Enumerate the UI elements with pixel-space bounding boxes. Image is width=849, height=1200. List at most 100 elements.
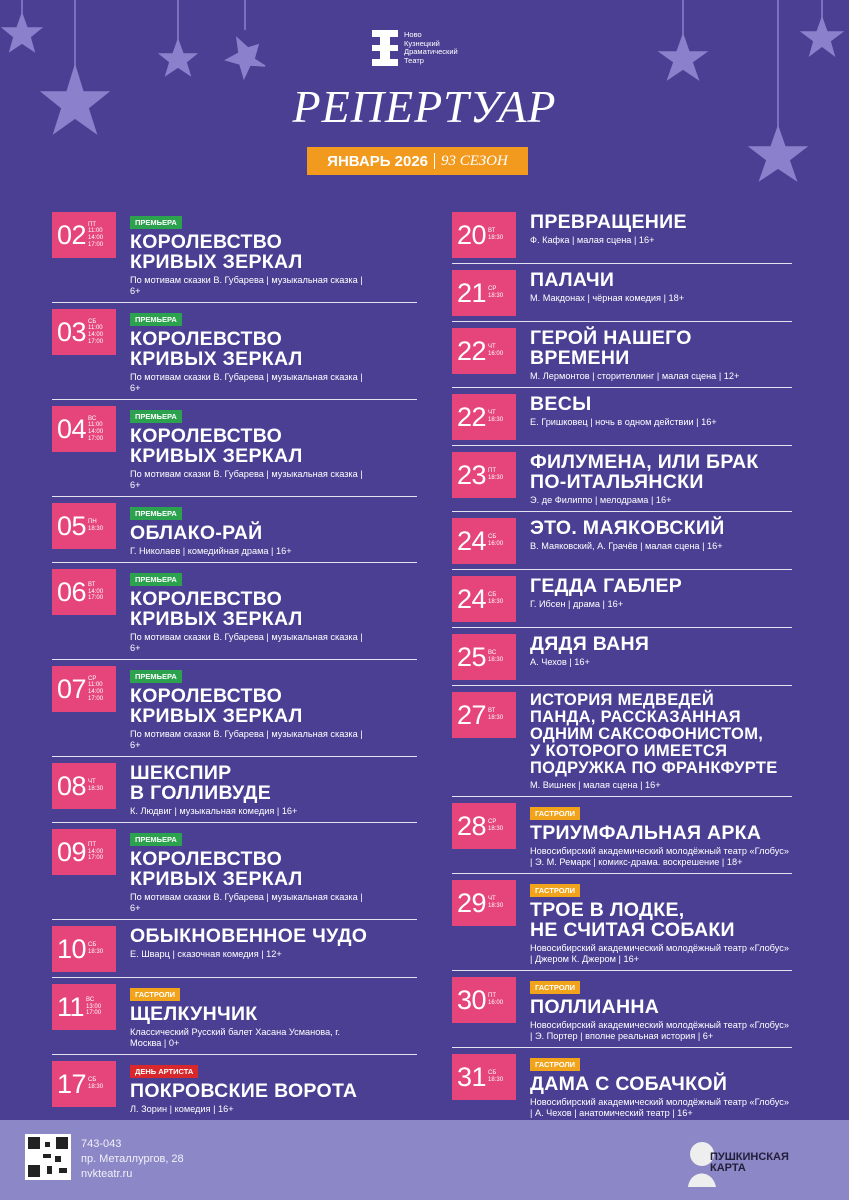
date-box: 22 ЧТ 16:00 bbox=[452, 328, 516, 374]
time: 14:00 bbox=[88, 689, 104, 695]
event-description: М. Макдонах | чёрная комедия | 18+ bbox=[530, 293, 685, 303]
event-title: ПОЛЛИАННА bbox=[530, 997, 792, 1017]
time: 18:30 bbox=[488, 657, 504, 663]
logo: Ново Кузнецкий Драматический Театр bbox=[372, 30, 458, 66]
title-line: КОРОЛЕВСТВО bbox=[130, 231, 283, 253]
event-info: ПРЕМЬЕРА ОБЛАКО-РАЙ Г. Николаев | комедийн… bbox=[130, 503, 417, 557]
event: 28 СР 18:30 ГАСТРОЛИ ТРИУМФАЛЬНАЯ АРКА Новоси… bbox=[452, 803, 792, 874]
event: 20 ВТ 18:30 ПРЕВРАЩЕНИЕ Ф. Кафка | малая сце… bbox=[452, 212, 792, 264]
tag: ГАСТРОЛИ bbox=[530, 884, 581, 897]
event-title: КОРОЛЕВСТВО КРИВЫХ ЗЕРКАЛ bbox=[130, 686, 417, 726]
date-meta: СБ 11:00 14:00 17:00 bbox=[88, 319, 103, 345]
date-box: 02 ПТ 11:00 14:00 17:00 bbox=[52, 212, 116, 258]
event: 05 ПН 18:30 ПРЕМЬЕРА ОБЛАКО-РАЙ Г. Николаев |… bbox=[52, 503, 417, 563]
date-box: 27 ВТ 18:30 bbox=[452, 692, 516, 738]
time: 17:00 bbox=[86, 1010, 102, 1017]
weekday: ЧТ bbox=[488, 896, 496, 903]
event-description: Е. Шварц | сказочная комедия | 12+ bbox=[130, 949, 282, 959]
time: 18:30 bbox=[488, 599, 504, 605]
weekday: ВТ bbox=[88, 582, 96, 589]
address: пр. Металлургов, 28 bbox=[81, 1153, 184, 1165]
event-info: ПРЕМЬЕРА КОРОЛЕВСТВО КРИВЫХ ЗЕРКАЛ По мотив… bbox=[130, 406, 417, 491]
date-meta: ЧТ 18:30 bbox=[488, 410, 503, 423]
event: 22 ЧТ 16:00 ГЕРОЙ НАШЕГО ВРЕМЕНИ М. Лермонтов… bbox=[452, 328, 792, 388]
time: 18:30 bbox=[488, 715, 504, 721]
date-meta: ПТ 14:00 17:00 bbox=[88, 842, 103, 862]
tag: ГАСТРОЛИ bbox=[130, 988, 181, 1001]
title-line: ВРЕМЕНИ bbox=[530, 347, 630, 369]
event-info: ГЕРОЙ НАШЕГО ВРЕМЕНИ М. Лермонтов | сторит… bbox=[530, 328, 792, 382]
event: 09 ПТ 14:00 17:00 ПРЕМЬЕРА КОРОЛЕВСТВО КРИВЫХ … bbox=[52, 829, 417, 920]
event-description: Г. Николаев | комедийная драма | 16+ bbox=[130, 546, 292, 556]
event-title: ДЯДЯ ВАНЯ bbox=[530, 634, 792, 654]
time: 17:00 bbox=[88, 595, 104, 602]
title-line: КОРОЛЕВСТВО bbox=[130, 328, 283, 350]
date-box: 24 СБ 18:30 bbox=[452, 576, 516, 622]
time: 17:00 bbox=[88, 855, 104, 862]
title-line: ПО-ИТАЛЬЯНСКИ bbox=[530, 471, 704, 493]
event-description: Э. де Филиппо | мелодрама | 16+ bbox=[530, 495, 672, 505]
day: 03 bbox=[57, 316, 87, 347]
logo-text: Ново Кузнецкий Драматический Театр bbox=[404, 30, 458, 65]
event: 25 ВС 18:30 ДЯДЯ ВАНЯ А. Чехов | 16+ bbox=[452, 634, 792, 686]
footer: 743-043 пр. Металлургов, 28 nvkteatr.ru … bbox=[0, 1120, 849, 1200]
title-line: У КОТОРОГО ИМЕЕТСЯ bbox=[530, 742, 728, 760]
time: 14:00 bbox=[88, 235, 104, 241]
title-line: ЭТО. МАЯКОВСКИЙ bbox=[530, 517, 725, 539]
event: 31 СБ 18:30 ГАСТРОЛИ ДАМА С СОБАЧКОЙ Новосиби… bbox=[452, 1054, 792, 1124]
date-box: 05 ПН 18:30 bbox=[52, 503, 116, 549]
date-box: 17 СБ 18:30 bbox=[52, 1061, 116, 1107]
event-title: ВЕСЫ bbox=[530, 394, 792, 414]
title-line: ШЕКСПИР bbox=[130, 762, 232, 784]
date-meta: ПН 18:30 bbox=[88, 519, 103, 532]
date-meta: СР 18:30 bbox=[488, 819, 503, 832]
event-description: Классический Русский балет Хасана Усмано… bbox=[130, 1027, 341, 1048]
date-box: 29 ЧТ 18:30 bbox=[452, 880, 516, 926]
month-badge: ЯНВАРЬ 2026 93 СЕЗОН bbox=[307, 147, 528, 175]
title-line: ИСТОРИЯ МЕДВЕДЕЙ bbox=[530, 691, 715, 709]
tag: ПРЕМЬЕРА bbox=[130, 410, 182, 423]
weekday: ВС bbox=[488, 650, 497, 657]
left-column: 02 ПТ 11:00 14:00 17:00 ПРЕМЬЕРА КОРОЛЕВСТВО КР… bbox=[52, 212, 417, 1184]
qr-code bbox=[25, 1134, 71, 1180]
event: 02 ПТ 11:00 14:00 17:00 ПРЕМЬЕРА КОРОЛЕВСТВО КР… bbox=[52, 212, 417, 303]
title-line: ВЕСЫ bbox=[530, 393, 592, 415]
event: 07 СР 11:00 14:00 17:00 ПРЕМЬЕРА КОРОЛЕВСТВО КР… bbox=[52, 666, 417, 757]
date-meta: ВС 11:00 14:00 17:00 bbox=[88, 416, 103, 442]
title-line: КРИВЫХ ЗЕРКАЛ bbox=[130, 445, 303, 467]
weekday: СР bbox=[488, 286, 497, 293]
title-line: ПОЛЛИАННА bbox=[530, 996, 660, 1018]
event: 03 СБ 11:00 14:00 17:00 ПРЕМЬЕРА КОРОЛЕВСТВО КР… bbox=[52, 309, 417, 400]
event-info: ПРЕВРАЩЕНИЕ Ф. Кафка | малая сцена | 16+ bbox=[530, 212, 792, 246]
event-info: ВЕСЫ Е. Гришковец | ночь в одном действии… bbox=[530, 394, 792, 428]
card-line: ПУШКИНСКАЯ bbox=[710, 1151, 789, 1163]
event-description: По мотивам сказки В. Губарева | музыкаль… bbox=[130, 632, 363, 653]
season: 93 СЕЗОН bbox=[441, 152, 508, 169]
tag: ДЕНЬ АРТИСТА bbox=[130, 1065, 199, 1078]
date-meta: ЧТ 18:30 bbox=[488, 896, 503, 909]
day: 05 bbox=[57, 510, 87, 541]
weekday: ПТ bbox=[88, 221, 97, 228]
event-title: ФИЛУМЕНА, ИЛИ БРАК ПО-ИТАЛЬЯНСКИ bbox=[530, 452, 792, 492]
day: 20 bbox=[457, 219, 487, 250]
event-description: Ф. Кафка | малая сцена | 16+ bbox=[530, 235, 655, 245]
title-line: НЕ СЧИТАЯ СОБАКИ bbox=[530, 919, 735, 941]
event-title: ТРОЕ В ЛОДКЕ, НЕ СЧИТАЯ СОБАКИ bbox=[530, 900, 792, 940]
logo-line: Кузнецкий bbox=[404, 38, 440, 48]
weekday: СБ bbox=[488, 1070, 497, 1077]
event-title: ПАЛАЧИ bbox=[530, 270, 792, 290]
weekday: ВС bbox=[88, 415, 97, 422]
title-line: КОРОЛЕВСТВО bbox=[130, 425, 283, 447]
weekday: ПТ bbox=[88, 842, 97, 849]
date-meta: ЧТ 18:30 bbox=[88, 779, 103, 792]
event-title: ПРЕВРАЩЕНИЕ bbox=[530, 212, 792, 232]
right-column: 20 ВТ 18:30 ПРЕВРАЩЕНИЕ Ф. Кафка | малая сце… bbox=[452, 212, 792, 1130]
date-box: 31 СБ 18:30 bbox=[452, 1054, 516, 1100]
event-info: ГАСТРОЛИ ТРОЕ В ЛОДКЕ, НЕ СЧИТАЯ СОБАКИ Нов… bbox=[530, 880, 792, 965]
date-meta: СБ 18:30 bbox=[88, 1077, 103, 1090]
date-meta: ПТ 16:00 bbox=[488, 993, 503, 1006]
event-description: А. Чехов | 16+ bbox=[530, 657, 590, 667]
date-box: 10 СБ 18:30 bbox=[52, 926, 116, 972]
title-line: ФИЛУМЕНА, ИЛИ БРАК bbox=[530, 451, 759, 473]
